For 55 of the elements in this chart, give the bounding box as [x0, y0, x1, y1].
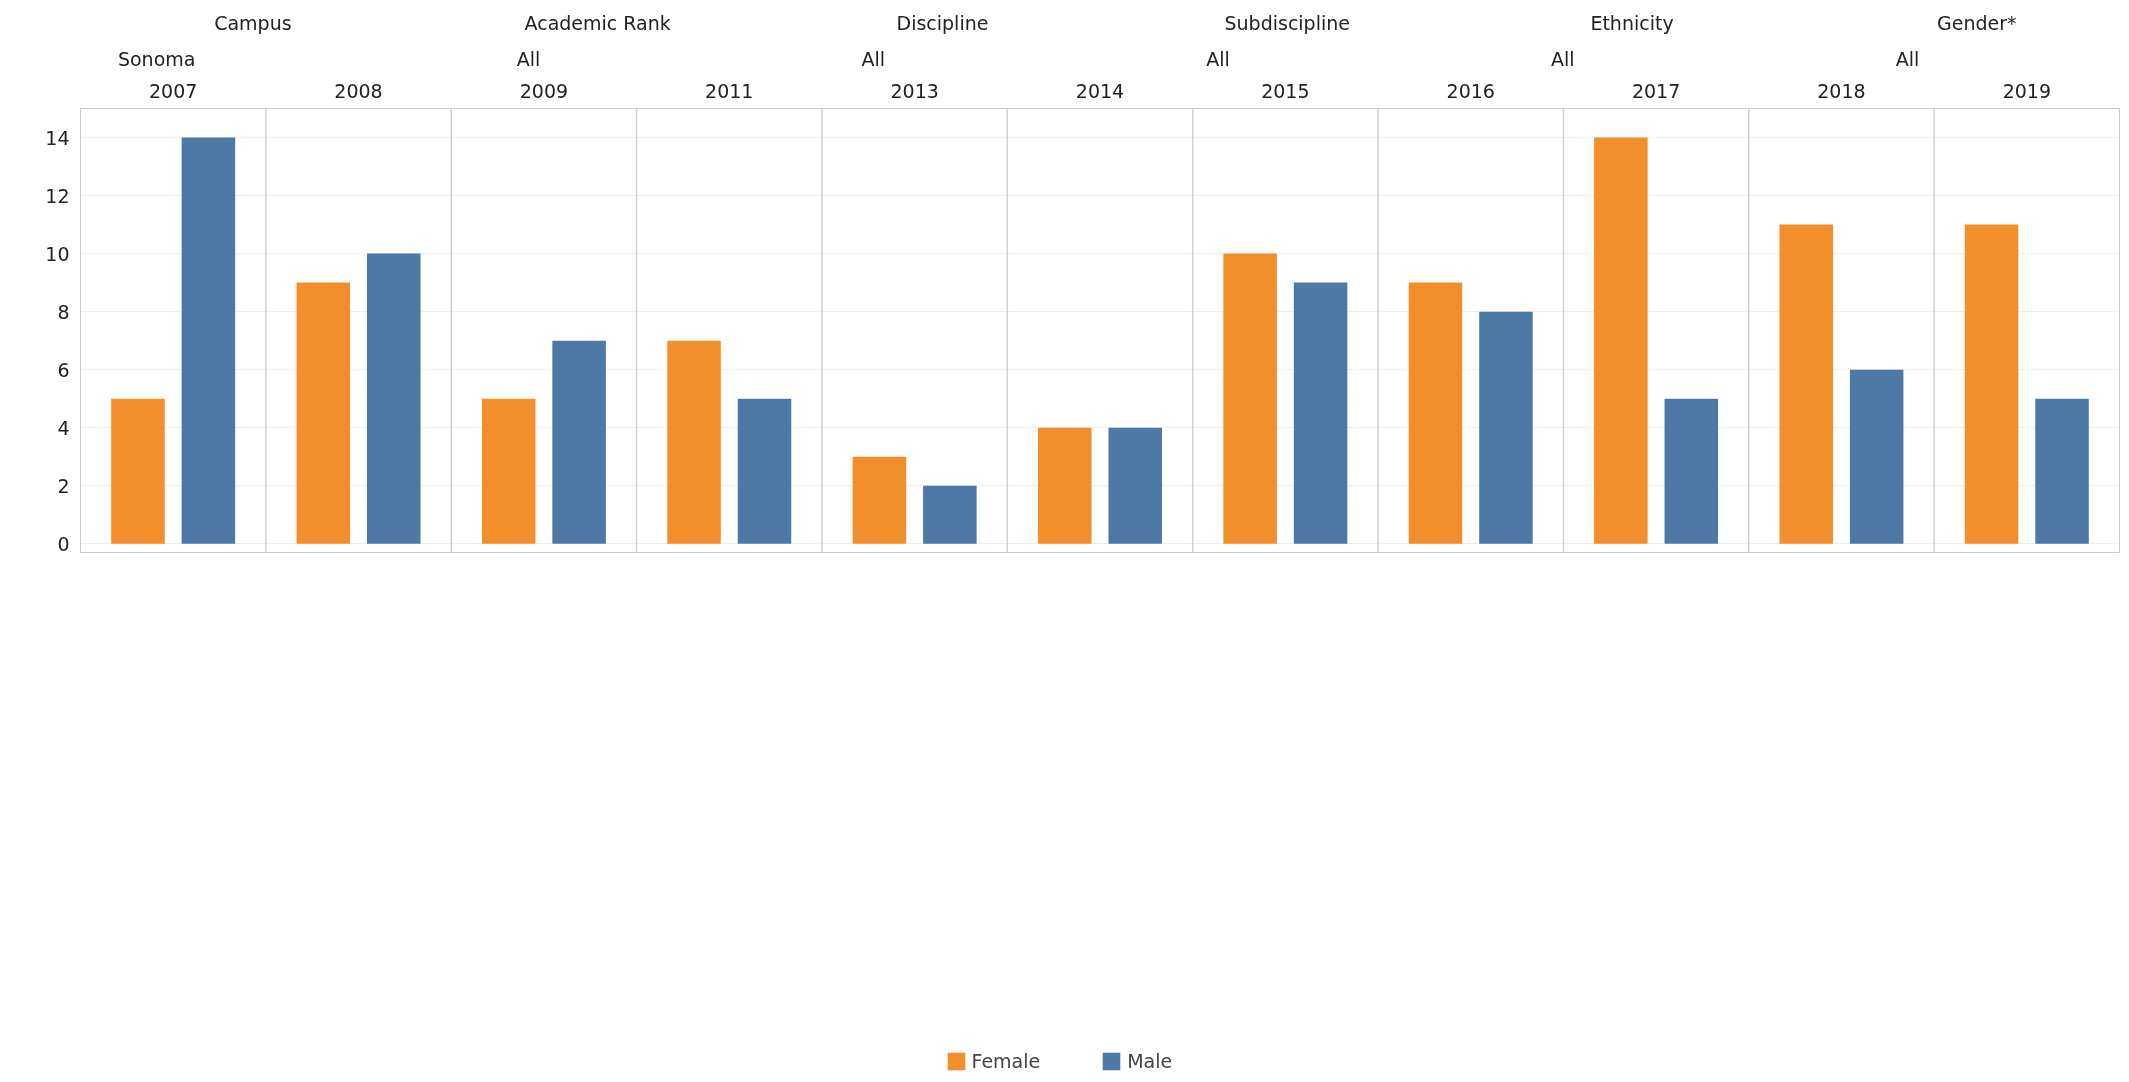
text: All [1206, 47, 1230, 70]
bar [1664, 398, 1719, 544]
legend-label: Female [971, 1050, 1041, 1072]
text: All [1895, 47, 1920, 70]
y-tick-label: 10 [45, 242, 70, 265]
x-tick-label: 2008 [334, 79, 383, 102]
x-tick-label: 2011 [705, 79, 754, 102]
bar [296, 282, 351, 544]
y-tick-label: 2 [57, 474, 70, 497]
text: Campus [214, 11, 292, 34]
bar [1849, 369, 1904, 544]
x-tick-label: 2017 [1631, 79, 1681, 102]
bar [1479, 311, 1533, 544]
x-tick-label: 2009 [519, 79, 569, 102]
bar [367, 253, 421, 544]
text: Gender* [1937, 11, 2017, 34]
bar [1408, 282, 1463, 544]
y-tick-label: 8 [57, 300, 70, 323]
bar [923, 485, 977, 544]
bar [481, 398, 536, 544]
y-tick-label: 6 [57, 358, 70, 381]
text: Discipline [896, 11, 989, 34]
text: Ethnicity [1590, 11, 1674, 34]
bar [1223, 253, 1277, 544]
bar [1293, 282, 1348, 544]
bar [1964, 224, 2019, 544]
text: All [861, 47, 885, 70]
x-tick-label: 2014 [1075, 79, 1125, 102]
bar [111, 398, 165, 544]
bar [181, 137, 236, 544]
text: Academic Rank [524, 11, 671, 34]
text: Subdiscipline [1224, 11, 1350, 34]
bar [1038, 427, 1092, 544]
x-tick-label: 2019 [2002, 79, 2051, 102]
bar [852, 456, 907, 544]
y-tick-label: 12 [45, 184, 70, 207]
x-tick-label: 2016 [1446, 79, 1495, 102]
x-tick-label: 2015 [1261, 79, 1310, 102]
y-tick-label: 14 [45, 126, 70, 149]
bar [1779, 224, 1833, 544]
y-tick-label: 0 [57, 532, 70, 555]
bar [2035, 398, 2089, 544]
x-tick-label: 2007 [149, 79, 198, 102]
x-tick-label: 2013 [890, 79, 939, 102]
bar [552, 340, 606, 544]
bar [1594, 137, 1648, 544]
bar [1108, 427, 1162, 544]
x-tick-label: 2018 [1817, 79, 1866, 102]
bar [667, 340, 721, 544]
text: Sonoma [117, 47, 196, 70]
text: All [1551, 47, 1575, 70]
legend-label: Male [1127, 1050, 1173, 1072]
text: All [516, 47, 541, 70]
bar [737, 398, 792, 544]
y-tick-label: 4 [57, 416, 70, 439]
